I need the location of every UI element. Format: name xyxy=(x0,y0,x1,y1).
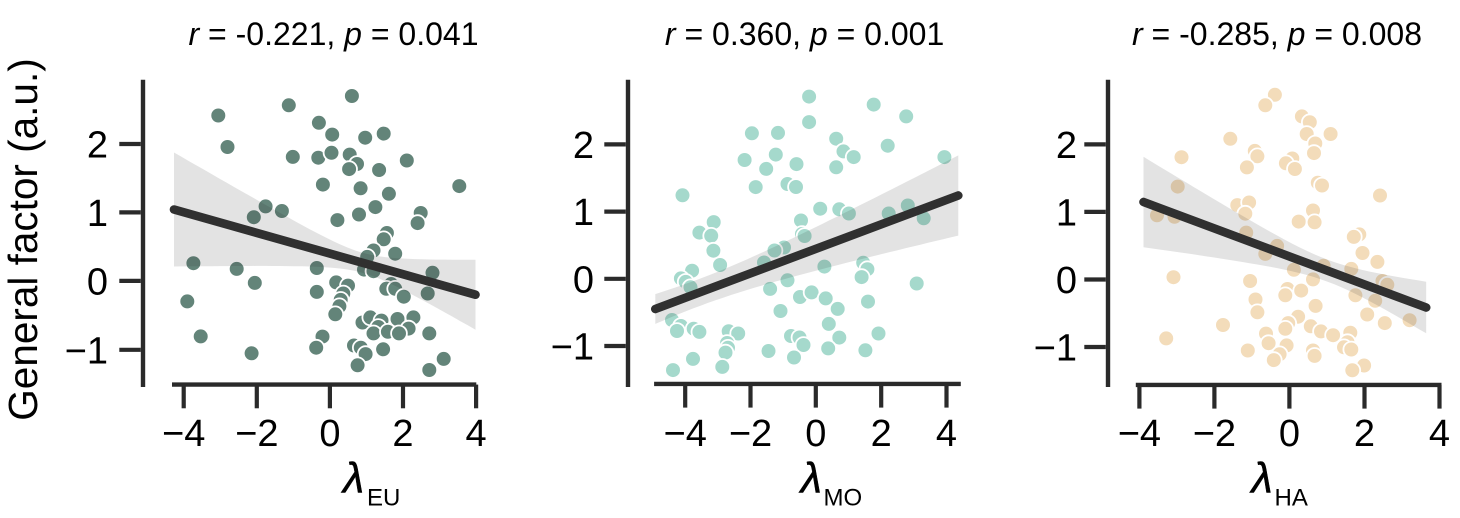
svg-text:−4: −4 xyxy=(664,413,707,455)
svg-text:2: 2 xyxy=(871,413,892,455)
svg-text:0: 0 xyxy=(1279,413,1300,455)
svg-text:r = -0.285, p = 0.008: r = -0.285, p = 0.008 xyxy=(1132,16,1422,52)
svg-text:1: 1 xyxy=(573,192,594,234)
svg-text:0: 0 xyxy=(319,413,340,455)
svg-text:4: 4 xyxy=(466,413,487,455)
svg-text:4: 4 xyxy=(1429,413,1450,455)
svg-text:MO: MO xyxy=(824,485,863,512)
svg-text:2: 2 xyxy=(392,413,413,455)
svg-text:−1: −1 xyxy=(1034,328,1077,370)
svg-text:λ: λ xyxy=(341,455,364,503)
svg-text:2: 2 xyxy=(573,125,594,167)
svg-text:λ: λ xyxy=(1250,455,1273,503)
svg-text:r = -0.221, p = 0.041: r = -0.221, p = 0.041 xyxy=(189,16,479,52)
svg-text:0: 0 xyxy=(87,262,108,304)
svg-text:−2: −2 xyxy=(729,413,772,455)
svg-text:General factor (a.u.): General factor (a.u.) xyxy=(0,58,46,420)
svg-text:1: 1 xyxy=(87,193,108,235)
svg-text:1: 1 xyxy=(1056,193,1077,235)
svg-text:−1: −1 xyxy=(551,327,594,369)
svg-text:0: 0 xyxy=(573,259,594,301)
svg-text:−4: −4 xyxy=(1118,413,1161,455)
svg-text:−1: −1 xyxy=(65,330,108,372)
svg-text:2: 2 xyxy=(1354,413,1375,455)
svg-text:4: 4 xyxy=(936,413,957,455)
svg-text:−4: −4 xyxy=(162,413,205,455)
svg-text:0: 0 xyxy=(1056,260,1077,302)
svg-text:2: 2 xyxy=(87,125,108,167)
svg-text:r = 0.360, p = 0.001: r = 0.360, p = 0.001 xyxy=(665,16,944,52)
svg-text:−2: −2 xyxy=(235,413,278,455)
svg-text:λ: λ xyxy=(799,455,822,503)
svg-text:−2: −2 xyxy=(1193,413,1236,455)
svg-text:EU: EU xyxy=(367,485,400,512)
svg-text:0: 0 xyxy=(805,413,826,455)
svg-text:HA: HA xyxy=(1275,485,1308,512)
svg-text:2: 2 xyxy=(1056,125,1077,167)
